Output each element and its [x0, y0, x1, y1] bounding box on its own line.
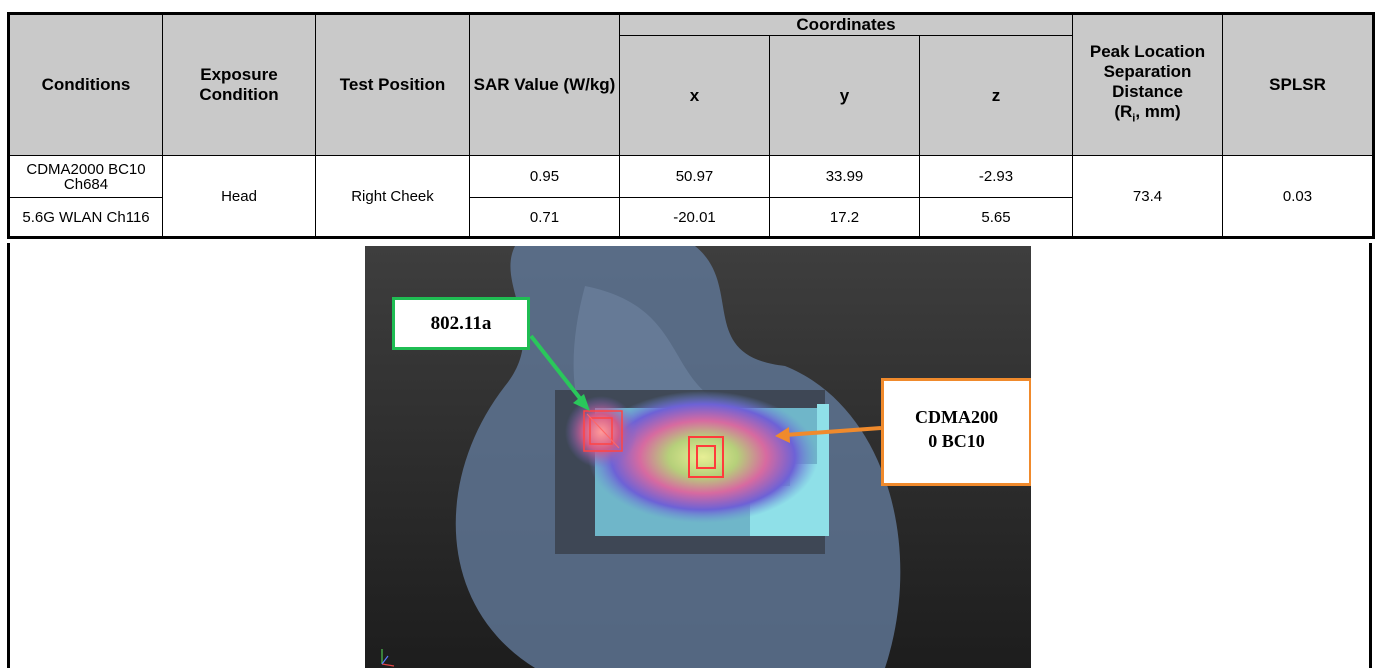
coord-x-cell: -20.01 [619, 197, 770, 239]
coord-y-cell: 17.2 [769, 197, 920, 239]
coord-z-cell: 5.65 [918, 197, 1074, 239]
sar-distribution-image: 802.11a CDMA200 0 BC10 [365, 246, 1031, 668]
header-exposure-condition: Exposure Condition [162, 13, 316, 156]
peak-location-subscript: i [1132, 112, 1136, 125]
simultaneous-sar-table: Conditions Exposure Condition Test Posit… [7, 12, 1376, 239]
header-test-position: Test Position [315, 13, 470, 156]
wlan-hotspot [565, 396, 637, 468]
test-position-cell: Right Cheek [315, 155, 470, 239]
header-splsr: SPLSR [1222, 13, 1375, 156]
sar-value-cell: 0.71 [469, 197, 620, 239]
phantom-scan-graphic [381, 246, 901, 668]
cdma-callout-arrow [784, 426, 882, 437]
table-row: 5.6G WLAN Ch116 0.71 -20.01 17.2 5.65 [8, 197, 1374, 239]
sar-report-frame: Conditions Exposure Condition Test Posit… [7, 12, 1376, 668]
peak-location-label: Peak Location Separation Distance [1089, 41, 1206, 101]
splsr-cell: 0.03 [1222, 155, 1375, 239]
header-conditions: Conditions [8, 13, 163, 156]
coord-y-cell: 33.99 [769, 155, 920, 198]
cdma-hotspot [588, 391, 818, 523]
table-row: CDMA2000 BC10 Ch684 Head Right Cheek 0.9… [8, 155, 1375, 239]
coord-z-cell: -2.93 [918, 155, 1074, 198]
cdma-callout-line-1: CDMA200 [915, 407, 998, 427]
coord-x-cell: 50.97 [619, 155, 770, 198]
condition-cell: CDMA2000 BC10 Ch684 [8, 155, 163, 198]
header-z: z [918, 35, 1074, 156]
peak-location-unit-close: , mm) [1135, 101, 1181, 121]
condition-cell: 5.6G WLAN Ch116 [8, 197, 163, 239]
wlan-callout-label: 802.11a [392, 297, 530, 350]
peak-distance-cell: 73.4 [1072, 155, 1224, 239]
header-x: x [619, 35, 770, 156]
header-y: y [769, 35, 920, 156]
wlan-callout-arrow [529, 334, 588, 408]
header-sar-value: SAR Value (W/kg) [469, 13, 620, 156]
header-coordinates: Coordinates [618, 13, 1074, 36]
axis-triad-icon [381, 649, 395, 667]
cdma-callout-label: CDMA200 0 BC10 [881, 378, 1031, 486]
exposure-condition-cell: Head [162, 155, 316, 239]
sar-distribution-figure-area: 802.11a CDMA200 0 BC10 [7, 243, 1372, 668]
sar-value-cell: 0.95 [469, 155, 620, 198]
header-peak-location-separation: Peak Location Separation Distance (Ri, m… [1072, 13, 1224, 156]
peak-location-unit-open: (R [1114, 101, 1133, 121]
cdma-callout-line-2: 0 BC10 [928, 431, 985, 451]
